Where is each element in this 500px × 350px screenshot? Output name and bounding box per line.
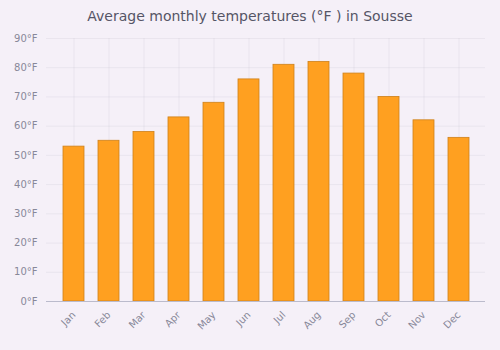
html-text:Average monthly temperatures (: Average monthly temperatures (°F ) in So… (87, 8, 413, 24)
svg-text:90°F: 90°F (14, 33, 38, 44)
svg-text:Dec: Dec (441, 309, 462, 330)
svg-text:60°F: 60°F (14, 120, 38, 131)
svg-text:40°F: 40°F (14, 179, 38, 190)
svg-text:Apr: Apr (163, 309, 184, 330)
svg-text:May: May (195, 309, 217, 331)
svg-text:Mar: Mar (127, 309, 149, 331)
svg-text:Jul: Jul (271, 309, 288, 326)
svg-text:50°F: 50°F (14, 150, 38, 161)
svg-text:Aug: Aug (301, 309, 323, 331)
svg-text:Jan: Jan (58, 309, 77, 328)
svg-text:20°F: 20°F (14, 237, 38, 248)
svg-text:Oct: Oct (373, 309, 393, 329)
svg-text:30°F: 30°F (14, 208, 38, 219)
svg-text:80°F: 80°F (14, 62, 38, 73)
svg-text:10°F: 10°F (14, 266, 38, 277)
svg-text:0°F: 0°F (20, 296, 37, 307)
svg-text:Nov: Nov (406, 309, 428, 331)
svg-text:Feb: Feb (92, 309, 112, 329)
svg-text:Jun: Jun (233, 309, 253, 329)
svg-text:70°F: 70°F (14, 91, 38, 102)
svg-text:Sep: Sep (337, 309, 358, 330)
